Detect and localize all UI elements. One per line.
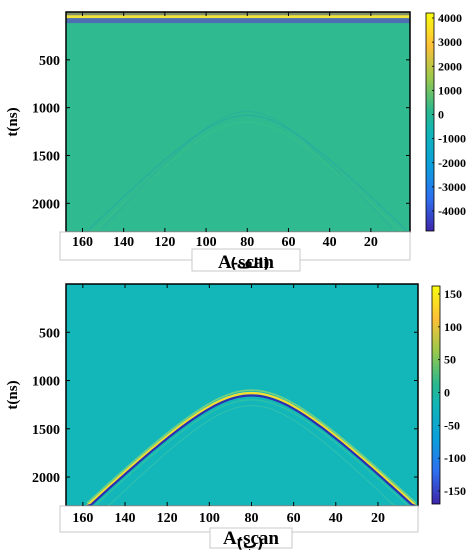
hyperbola-reflection [87,399,416,507]
panel-caption: (الف) [230,256,270,272]
x-tick-label: 160 [72,511,93,526]
x-tick-label: 140 [113,235,134,250]
x-tick-label: 80 [244,511,258,526]
colorbar-tick-label: 0 [438,108,444,122]
x-axis-label: A-scan [223,528,279,549]
x-tick-label: 20 [371,511,385,526]
colorbar-tick-label: 100 [444,320,462,334]
direct-wave-band [66,11,410,17]
hyperbola-reflection [86,114,409,233]
y-axis-label: t(ns) [5,380,21,409]
x-tick-label: 40 [323,235,337,250]
colorbar-tick-label: -50 [444,418,460,432]
x-tick-label: 60 [281,235,295,250]
colorbar-tick-label: 150 [444,287,462,301]
plot-background [66,12,410,232]
xlabel-box [191,248,301,272]
colorbar-tick-label: -3000 [438,180,466,194]
colorbar-tick-label: -4000 [438,204,466,218]
colorbar-tick-label: 50 [444,353,456,367]
y-tick-label: 500 [39,54,60,69]
hyperbola-reflection [86,391,417,507]
colorbar [431,285,441,505]
hyperbola-reflection [95,405,408,507]
colorbar-tick-label: -150 [444,484,466,498]
radargram-panel-b: 500 1000 1500 2000 160 140 120 100 80 60 40 20 A-sca… [0,276,468,552]
x-tick-label: 80 [240,235,254,250]
xlabel-box [209,527,293,549]
y-tick-label: 1000 [32,375,60,390]
x-tick-label: 100 [196,235,217,250]
colorbar-tick-label: 3000 [438,35,462,49]
radargram-panel-a: 500 1000 1500 2000 160 140 120 100 80 60 40 20 A-sca… [0,0,468,273]
colorbar-tick-label: -1000 [438,132,466,146]
y-tick-label: 1500 [32,423,60,438]
y-tick-label: 500 [39,326,60,341]
hyperbola-reflection [86,389,417,504]
colorbar-tick-label: 2000 [438,59,462,73]
x-tick-label: 20 [364,235,378,250]
x-tick-label: 160 [72,235,93,250]
x-axis-label: A-scan [218,252,274,272]
y-tick-label: 1000 [32,102,60,117]
x-tick-label: 100 [199,511,220,526]
direct-wave-band [66,18,410,24]
y-tick-label: 1500 [32,149,60,164]
y-tick-label: 2000 [32,197,60,212]
x-tick-label: 120 [154,235,175,250]
x-tick-label: 120 [157,511,178,526]
hyperbola-reflection [102,111,393,229]
colorbar-tick-label: -2000 [438,156,466,170]
colorbar-tick-label: 4000 [438,11,462,25]
colorbar-tick-label: 1000 [438,83,462,97]
hyperbola-reflection [86,121,408,233]
y-tick-label: 2000 [32,471,60,486]
direct-wave-band [66,15,410,21]
y-axis-label: t(ns) [5,107,21,136]
colorbar [425,12,435,232]
panel-caption: (ب) [237,536,264,551]
x-tick-label: 140 [115,511,136,526]
colorbar-tick-label: -100 [444,451,466,465]
radargram-a-svg: 500 1000 1500 2000 160 140 120 100 80 60 40 20 A-sca… [5,11,466,273]
x-tick-label: 40 [329,511,343,526]
hyperbola-reflection [86,394,417,508]
x-tick-label: 60 [287,511,301,526]
colorbar-tick-label: 0 [444,386,450,400]
